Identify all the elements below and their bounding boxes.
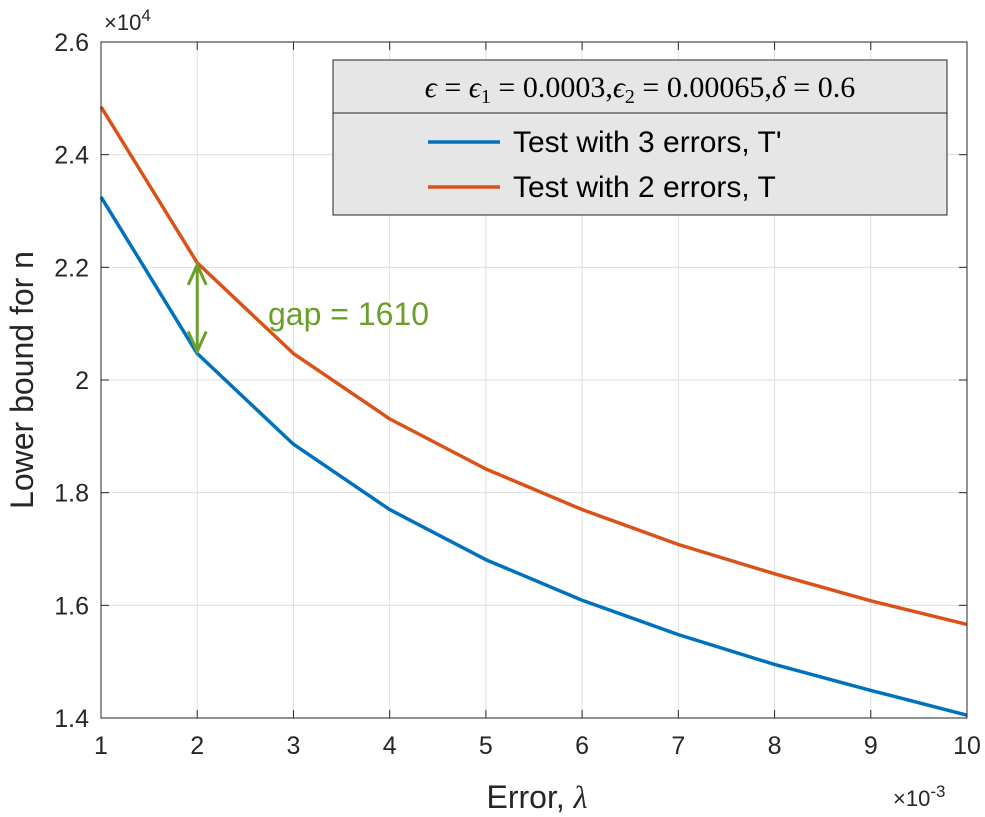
series-layer: [99, 105, 968, 717]
x-exponent-prefix: ×10: [893, 786, 930, 811]
legend-eps: ϵ: [425, 71, 439, 104]
x-tick-label: 1: [94, 732, 108, 760]
y-axis-label: Lower bound for n: [4, 251, 40, 509]
legend-eps2: ϵ: [613, 71, 627, 104]
x-tick-label: 5: [479, 732, 493, 760]
legend-title: ϵ = ϵ1 = 0.0003,ϵ2 = 0.00065,δ = 0.6: [425, 71, 855, 108]
gap-label: gap = 1610: [268, 296, 429, 332]
y-tick-label: 2: [75, 367, 89, 395]
gap-arrow-head-up: [186, 261, 208, 286]
series-line-1: [99, 196, 968, 717]
legend-eq-4: =: [786, 71, 818, 104]
legend-delta-val: 0.6: [818, 71, 856, 104]
legend-eps2-val: 0.00065: [667, 71, 765, 104]
annotation: gap = 1610: [186, 261, 429, 356]
x-tick-label: 10: [953, 732, 981, 760]
y-tick-label: 2.2: [54, 254, 89, 282]
legend-eq-1: =: [437, 71, 469, 104]
series-line-2: [99, 105, 968, 627]
legend-eps2-sub: 2: [625, 86, 635, 108]
legend-eq-3: =: [635, 71, 667, 104]
x-exponent: ×10-3: [893, 782, 945, 811]
legend: ϵ = ϵ1 = 0.0003,ϵ2 = 0.00065,δ = 0.6 Tes…: [332, 59, 948, 216]
y-tick-label: 1.6: [54, 592, 89, 620]
legend-box: [332, 59, 948, 216]
legend-comma-2: ,: [764, 71, 772, 104]
legend-eps1-sub: 1: [481, 86, 491, 108]
x-axis-label-text: Error,: [487, 779, 574, 815]
y-tick-label: 1.4: [54, 705, 89, 733]
legend-eps1-val: 0.0003: [523, 71, 606, 104]
y-exponent: ×104: [104, 6, 151, 35]
y-tick-label: 1.8: [54, 480, 89, 508]
legend-label-series-2: Test with 2 errors, T: [513, 171, 776, 204]
gap-arrow-head-down: [186, 330, 208, 356]
x-tick-label: 8: [768, 732, 782, 760]
axis-ticks: 1 2 3 4 5 6 7 8 9 10 1.4 1.6 1.8 2 2.2 2.4 2.6: [54, 29, 981, 760]
y-exponent-value: 4: [141, 6, 150, 25]
legend-comma-1: ,: [605, 71, 613, 104]
x-tick-label: 3: [286, 732, 300, 760]
y-tick-label: 2.6: [54, 29, 89, 57]
x-tick-label: 7: [671, 732, 685, 760]
x-tick-label: 6: [575, 732, 589, 760]
x-axis-label: Error, λ: [487, 779, 588, 815]
legend-eps1: ϵ: [469, 71, 483, 104]
x-axis-label-symbol: λ: [573, 779, 588, 815]
legend-label-series-1: Test with 3 errors, T': [513, 126, 782, 159]
x-exponent-value: -3: [930, 782, 945, 801]
x-tick-label: 9: [864, 732, 878, 760]
legend-eq-2: =: [491, 71, 523, 104]
x-tick-label: 2: [190, 732, 204, 760]
legend-delta: δ: [772, 71, 787, 104]
x-tick-label: 4: [383, 732, 397, 760]
y-exponent-prefix: ×10: [104, 10, 141, 35]
y-tick-label: 2.4: [54, 142, 89, 170]
